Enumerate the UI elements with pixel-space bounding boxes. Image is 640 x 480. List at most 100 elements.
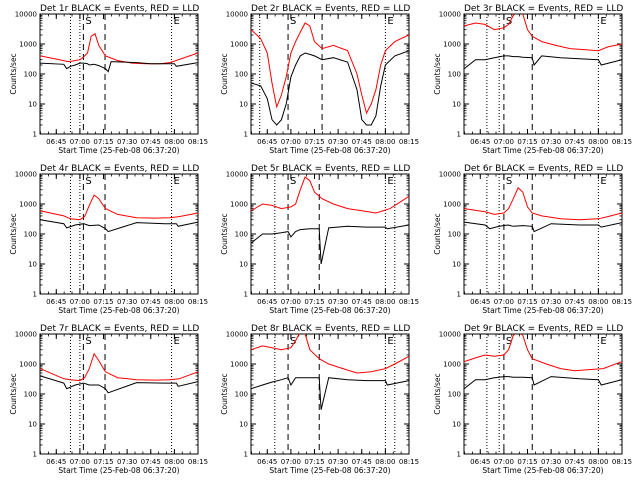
x-tick-label: 07:00 — [281, 458, 301, 466]
x-tick-label: 07:30 — [117, 138, 137, 146]
y-tick-label: 10 — [28, 101, 37, 109]
x-tick-label: 08:15 — [612, 298, 632, 306]
x-tick-label: 07:15 — [517, 458, 537, 466]
x-tick-label: 06:45 — [257, 298, 277, 306]
y-tick-label: 10000 — [226, 331, 248, 339]
panel-title: Det 1r BLACK = Events, RED = LLD — [40, 4, 199, 14]
events-series-line — [251, 50, 409, 126]
x-tick-label: 06:45 — [470, 138, 490, 146]
panel-title: Det 3r BLACK = Events, RED = LLD — [464, 4, 623, 14]
lld-series-line — [251, 334, 409, 374]
y-axis-label: Counts/sec — [433, 373, 442, 414]
time-marker-label: E — [387, 176, 393, 187]
y-tick-label: 10000 — [15, 331, 37, 339]
events-series-line — [251, 377, 409, 410]
x-tick-label: 07:30 — [541, 138, 561, 146]
panel-title: Det 9r BLACK = Events, RED = LLD — [464, 324, 623, 334]
y-tick-label: 1 — [33, 291, 37, 299]
lld-series-line — [40, 194, 198, 221]
x-tick-label: 07:45 — [565, 458, 585, 466]
time-marker-label: S — [85, 16, 91, 27]
y-tick-label: 10000 — [15, 171, 37, 179]
y-tick-label: 1000 — [19, 361, 37, 369]
x-tick-label: 07:45 — [565, 138, 585, 146]
x-tick-label: 07:30 — [328, 458, 348, 466]
lld-series-line — [251, 176, 409, 214]
series-group — [40, 352, 198, 394]
y-tick-label: 100 — [24, 71, 37, 79]
time-marker-label: E — [174, 16, 180, 27]
x-tick-label: 08:15 — [188, 298, 208, 306]
x-axis-label: Start Time (25-Feb-08 06:37:20) — [482, 306, 603, 315]
x-tick-label: 07:30 — [541, 458, 561, 466]
time-marker-label: E — [600, 176, 606, 187]
x-tick-label: 07:15 — [93, 298, 113, 306]
x-tick-label: 06:45 — [470, 298, 490, 306]
events-series-line — [464, 376, 622, 390]
time-marker-label: S — [290, 336, 296, 347]
chart-panel: Det 1r BLACK = Events, RED = LLD 1 10 100 10… — [9, 4, 208, 155]
x-tick-label: 06:45 — [470, 458, 490, 466]
y-tick-label: 10 — [452, 101, 461, 109]
chart-panel: Det 9r BLACK = Events, RED = LLD 1 10 100 10… — [433, 324, 632, 475]
y-tick-label: 10000 — [439, 171, 461, 179]
y-axis-label: Counts/sec — [220, 213, 229, 254]
events-series-line — [251, 224, 409, 265]
y-tick-label: 1 — [457, 291, 461, 299]
series-group — [251, 334, 409, 410]
x-tick-label: 08:15 — [399, 298, 419, 306]
x-tick-label: 07:30 — [117, 458, 137, 466]
lld-series-line — [464, 14, 622, 52]
x-tick-label: 08:00 — [375, 458, 395, 466]
x-tick-label: 08:00 — [375, 298, 395, 306]
y-axis-label: Counts/sec — [9, 373, 18, 414]
x-tick-label: 08:00 — [164, 298, 184, 306]
x-tick-label: 08:15 — [188, 138, 208, 146]
x-tick-label: 08:00 — [164, 138, 184, 146]
time-marker-label: E — [174, 336, 180, 347]
x-tick-label: 07:45 — [352, 458, 372, 466]
x-axis-label: Start Time (25-Feb-08 06:37:20) — [269, 146, 390, 155]
y-tick-label: 1000 — [230, 41, 248, 49]
time-marker-label: E — [600, 16, 606, 27]
lld-series-line — [251, 22, 409, 115]
x-tick-label: 08:15 — [612, 458, 632, 466]
x-tick-label: 07:00 — [494, 138, 514, 146]
time-marker-label: E — [387, 16, 393, 27]
x-axis-label: Start Time (25-Feb-08 06:37:20) — [482, 146, 603, 155]
plot-frame — [39, 13, 199, 135]
panel-title: Det 2r BLACK = Events, RED = LLD — [251, 4, 410, 14]
panel-title: Det 8r BLACK = Events, RED = LLD — [251, 324, 410, 334]
y-tick-label: 10 — [28, 421, 37, 429]
y-tick-label: 10000 — [439, 331, 461, 339]
series-group — [251, 22, 409, 126]
x-tick-label: 06:45 — [46, 138, 66, 146]
y-tick-label: 1 — [457, 131, 461, 139]
y-tick-label: 100 — [235, 231, 248, 239]
x-tick-label: 07:30 — [328, 298, 348, 306]
x-tick-label: 08:00 — [588, 298, 608, 306]
x-tick-label: 07:45 — [352, 298, 372, 306]
x-tick-label: 07:45 — [141, 298, 161, 306]
x-tick-label: 07:15 — [304, 298, 324, 306]
y-tick-label: 1 — [244, 291, 248, 299]
lld-series-line — [40, 32, 198, 65]
x-tick-label: 08:00 — [588, 138, 608, 146]
y-tick-label: 100 — [24, 391, 37, 399]
x-tick-label: 07:30 — [541, 298, 561, 306]
y-axis-label: Counts/sec — [433, 53, 442, 94]
lld-series-line — [464, 334, 622, 372]
y-tick-label: 100 — [235, 391, 248, 399]
chart-panel: Det 7r BLACK = Events, RED = LLD 1 10 100 10… — [9, 324, 208, 475]
events-series-line — [464, 221, 622, 233]
x-tick-label: 08:00 — [164, 458, 184, 466]
x-tick-label: 06:45 — [257, 138, 277, 146]
x-tick-label: 07:00 — [494, 458, 514, 466]
y-tick-label: 100 — [235, 71, 248, 79]
time-marker-label: S — [85, 176, 91, 187]
y-tick-label: 10000 — [439, 11, 461, 19]
y-tick-label: 1000 — [19, 41, 37, 49]
chart-panel: Det 5r BLACK = Events, RED = LLD 1 10 100 10… — [220, 164, 419, 315]
time-marker-label: S — [506, 16, 512, 27]
